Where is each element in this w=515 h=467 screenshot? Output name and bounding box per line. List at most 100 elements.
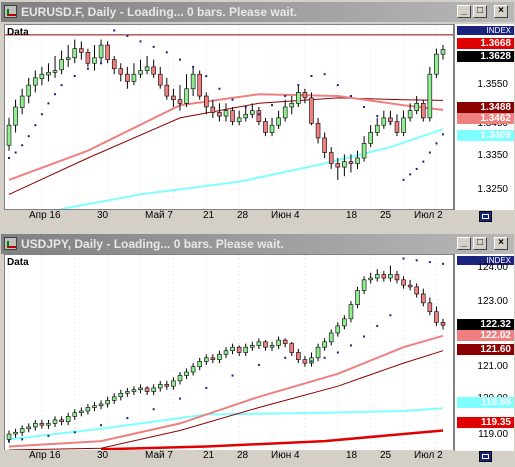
candle-down [401,279,406,286]
candle-up [328,332,334,343]
chart-window-usdjpy[interactable]: USDJPY, Daily - Loading... 0 bars. Pleas… [1,234,514,467]
sar-dot [297,84,300,87]
autoscroll-button[interactable] [479,451,492,462]
title-bar[interactable]: EURUSD.F, Daily - Loading... 0 bars. Ple… [1,2,514,22]
sar-dot [336,84,339,87]
price-plot-area[interactable]: Data [4,24,454,210]
eurusd-candlestick-chart[interactable] [5,25,453,209]
price-label-ma-fast: 1.3462 [457,113,514,124]
candle-down [85,52,91,64]
ma-fast-line [8,334,444,448]
autoscroll-button[interactable] [479,211,492,222]
candle-up [276,117,281,126]
candle-up [52,419,58,424]
date-tick: 18 [346,210,358,221]
usdjpy-candlestick-chart[interactable] [5,255,453,450]
candle-down [394,274,400,281]
sar-dot [86,67,89,70]
sar-dot [402,257,405,260]
sar-dot [47,102,50,105]
candle-up [361,143,367,159]
sar-dot [205,386,208,389]
candle-down [79,48,84,53]
candle-up [105,400,110,405]
sar-dot [8,156,10,159]
chart-window-icon [4,237,17,250]
candle-up [434,53,439,75]
support-line [101,429,444,450]
price-axis: INDEX 1.3550 1.3450 1.3350 1.3250 1.3668… [454,24,514,210]
candle-up [296,92,301,104]
sar-dot [376,115,379,118]
candle-up [98,44,104,59]
date-tick: 21 [203,210,215,221]
minimize-button[interactable]: _ [457,237,471,250]
sar-dot [336,351,339,354]
candle-down [263,341,268,348]
candle-down [394,121,400,133]
close-button[interactable]: × [494,237,508,250]
price-label-support: 119.35 [457,417,514,428]
close-button[interactable]: × [494,5,508,18]
candle-down [335,163,341,168]
candle-up [184,371,189,376]
price-tick: 121.00 [477,361,508,372]
candle-down [282,339,288,344]
candle-up [52,70,58,73]
chart-window-eurusd[interactable]: EURUSD.F, Daily - Loading... 0 bars. Ple… [1,2,514,228]
price-plot-area[interactable]: Data [4,254,454,451]
sar-dot [271,104,274,107]
candle-down [414,286,419,295]
window-title: EURUSD.F, Daily - Loading... 0 bars. Ple… [21,5,298,19]
candle-up [157,384,163,389]
candle-down [315,123,321,139]
candle-up [223,110,229,117]
candle-up [348,304,354,320]
candle-up [190,366,196,373]
sar-dot [231,98,234,101]
sar-dot [218,87,221,90]
date-tick: 30 [97,450,109,461]
candle-up [315,346,321,359]
candle-down [217,112,222,117]
price-tick: 1.3350 [477,150,508,161]
ma-mid-line [8,97,444,195]
sar-dot [428,261,431,264]
sar-dot [27,135,30,138]
candle-up [256,341,262,346]
sar-dot [40,113,43,116]
sar-dot [284,356,287,359]
sar-dot [178,58,181,61]
candle-up [184,88,189,104]
sar-dot [165,51,168,54]
candle-up [407,110,413,119]
date-tick: 25 [380,210,392,221]
sar-dot [100,424,103,427]
sar-dot [442,262,444,265]
candle-down [309,97,314,124]
candle-down [420,293,426,304]
sar-dot [126,417,129,420]
sar-dot [310,75,313,78]
candle-down [171,95,176,100]
candle-down [125,73,130,82]
ma-slow-line [61,128,444,209]
date-tick: Июн 4 [271,210,300,221]
title-bar[interactable]: USDJPY, Daily - Loading... 0 bars. Pleas… [1,234,514,254]
candle-down [236,346,242,353]
candle-up [368,132,373,144]
index-badge: INDEX [457,26,514,35]
candle-up [144,66,150,71]
date-tick: Июл 2 [414,210,443,221]
sar-dot [257,363,260,366]
date-tick: Апр 16 [29,210,61,221]
maximize-button[interactable]: □ [473,237,487,250]
maximize-button[interactable]: □ [473,5,487,18]
sar-dot [389,314,392,317]
price-label-resistance: 1.3668 [457,38,514,49]
minimize-button[interactable]: _ [457,5,471,18]
candle-up [151,387,156,392]
sar-dot [8,440,10,443]
candle-up [243,346,249,353]
candle-down [263,121,268,133]
